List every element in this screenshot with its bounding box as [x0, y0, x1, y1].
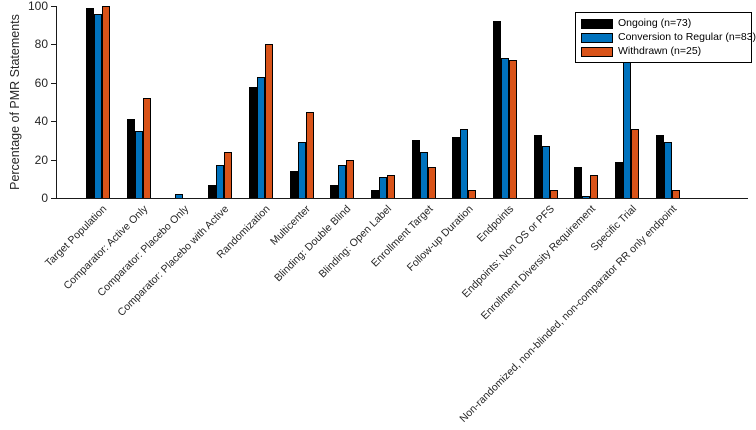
y-tick-mark [51, 44, 56, 46]
legend-item-conversion: Conversion to Regular (n=83) [581, 31, 756, 44]
legend-label: Withdrawn (n=25) [618, 45, 702, 57]
bar-group [330, 160, 355, 198]
bar-withdrawn [264, 44, 273, 198]
bar-group [574, 167, 599, 198]
bar-group [167, 194, 191, 198]
bar-group [289, 112, 314, 198]
bar-ongoing [493, 21, 501, 198]
bar-group [615, 62, 640, 198]
x-tick-label: Blinding: Open Label [316, 203, 395, 281]
bar-ongoing [126, 119, 135, 198]
bar-group [248, 44, 273, 198]
bar-conversion [623, 62, 632, 198]
bar-withdrawn [590, 175, 599, 198]
legend-label: Conversion to Regular (n=83) [618, 31, 756, 43]
bar-withdrawn [509, 60, 517, 198]
bar-ongoing [655, 135, 664, 198]
bar-group [655, 135, 680, 198]
bar-ongoing [208, 185, 217, 198]
bar-ongoing [615, 162, 624, 198]
bar-conversion [256, 77, 265, 198]
bar-withdrawn [102, 6, 110, 198]
bar-group [208, 152, 233, 198]
bar-ongoing [452, 137, 461, 198]
bar-conversion [460, 129, 469, 198]
y-tick-label: 100 [27, 0, 48, 13]
bar-group [370, 175, 395, 198]
bar-conversion [94, 14, 102, 198]
bar-withdrawn [305, 112, 314, 198]
bar-group [126, 98, 151, 198]
bar-conversion [501, 58, 509, 198]
bar-conversion [297, 142, 306, 198]
x-tick-label: Blinding: Double Blind [272, 203, 354, 285]
y-tick-label: 80 [34, 37, 48, 52]
bar-ongoing [86, 8, 94, 198]
y-tick-label: 0 [41, 191, 48, 205]
bars-container [57, 6, 748, 198]
bar-conversion [175, 194, 184, 198]
bar-conversion [663, 142, 672, 198]
bar-ongoing [411, 140, 420, 198]
y-tick-mark [51, 198, 56, 199]
bar-ongoing [533, 135, 542, 198]
bar-withdrawn [427, 167, 436, 198]
bar-ongoing [248, 87, 257, 198]
y-tick-mark [51, 82, 56, 84]
bar-withdrawn [671, 190, 680, 198]
legend: Ongoing (n=73) Conversion to Regular (n=8… [575, 12, 756, 63]
plot-area [56, 6, 748, 199]
y-tick-label: 40 [34, 114, 48, 129]
y-tick-label: 60 [34, 75, 48, 90]
bar-conversion [216, 165, 225, 198]
bar-group [452, 129, 477, 198]
legend-item-withdrawn: Withdrawn (n=25) [581, 45, 746, 58]
y-tick-mark [51, 159, 56, 161]
bar-conversion [134, 131, 143, 198]
legend-swatch-conversion [581, 32, 613, 43]
legend-item-ongoing: Ongoing (n=73) [581, 17, 746, 30]
bar-withdrawn [346, 160, 355, 198]
y-tick-mark [51, 6, 56, 7]
bar-group [533, 135, 558, 198]
bar-ongoing [289, 171, 298, 198]
bar-withdrawn [142, 98, 151, 198]
bar-group [493, 21, 517, 198]
bar-conversion [378, 177, 387, 198]
bar-conversion [419, 152, 428, 198]
bar-conversion [338, 165, 347, 198]
bar-withdrawn [224, 152, 233, 198]
x-tick-label: Endpoints [474, 203, 517, 245]
bar-conversion [582, 196, 591, 198]
bar-group [86, 6, 110, 198]
y-tick-label: 20 [34, 152, 48, 167]
legend-swatch-ongoing [581, 18, 613, 29]
bar-withdrawn [386, 175, 395, 198]
bar-ongoing [330, 185, 339, 198]
bar-group [411, 140, 436, 198]
bar-ongoing [370, 190, 379, 198]
legend-swatch-withdrawn [581, 46, 613, 57]
bar-withdrawn [631, 129, 640, 198]
bar-withdrawn [549, 190, 558, 198]
bar-conversion [541, 146, 550, 198]
bar-ongoing [574, 167, 583, 198]
legend-label: Ongoing (n=73) [618, 17, 692, 29]
bar-withdrawn [468, 190, 477, 198]
y-tick-mark [51, 121, 56, 123]
